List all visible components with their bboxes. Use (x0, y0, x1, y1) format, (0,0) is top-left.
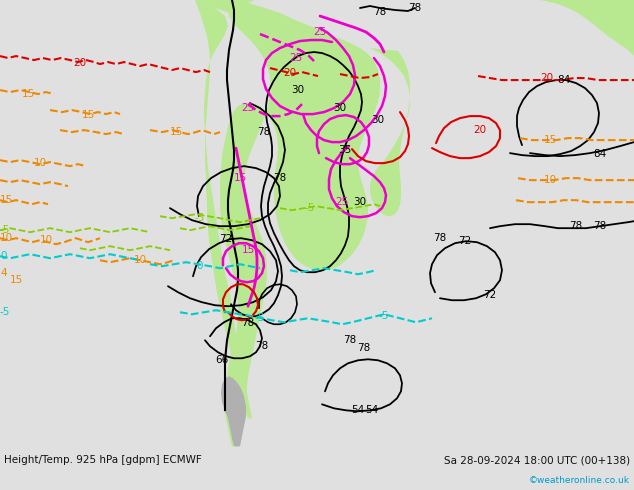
Text: 30: 30 (333, 103, 347, 113)
Text: 84: 84 (557, 75, 571, 85)
Text: Sa 28-09-2024 18:00 UTC (00+138): Sa 28-09-2024 18:00 UTC (00+138) (444, 455, 630, 465)
Text: 25: 25 (335, 197, 349, 207)
Text: 20: 20 (283, 68, 297, 78)
Text: 72: 72 (458, 236, 472, 246)
Text: 66: 66 (216, 355, 229, 365)
Text: 78: 78 (344, 335, 356, 345)
Text: 72: 72 (219, 234, 233, 244)
Text: 72: 72 (483, 290, 496, 300)
Text: 20: 20 (474, 125, 486, 135)
Text: 30: 30 (353, 197, 366, 207)
Text: 20: 20 (74, 58, 87, 68)
Text: 0: 0 (0, 251, 6, 261)
Text: 78: 78 (358, 343, 371, 353)
Polygon shape (370, 48, 410, 216)
Text: 10: 10 (133, 255, 146, 265)
Text: 10: 10 (0, 233, 13, 243)
Text: 0: 0 (197, 261, 204, 271)
Text: 15: 15 (22, 89, 35, 99)
Text: 10: 10 (543, 175, 557, 185)
Text: 25: 25 (242, 103, 255, 113)
Text: 54: 54 (365, 405, 378, 416)
Text: 15: 15 (169, 127, 183, 137)
Text: 78: 78 (256, 341, 269, 351)
Text: 78: 78 (257, 127, 271, 137)
Text: 78: 78 (593, 221, 607, 231)
Text: Height/Temp. 925 hPa [gdpm] ECMWF: Height/Temp. 925 hPa [gdpm] ECMWF (4, 455, 202, 465)
Text: 4: 4 (0, 268, 6, 278)
Text: 30: 30 (292, 85, 304, 95)
Text: -5: -5 (255, 313, 265, 323)
Text: 30: 30 (372, 115, 385, 125)
Text: 15: 15 (10, 275, 23, 285)
Text: 15: 15 (233, 173, 247, 183)
Polygon shape (580, 0, 634, 28)
Text: 78: 78 (408, 3, 422, 13)
Text: 25: 25 (313, 27, 327, 37)
Text: ©weatheronline.co.uk: ©weatheronline.co.uk (529, 476, 630, 485)
Text: 20: 20 (540, 73, 553, 83)
Text: -5: -5 (305, 203, 315, 213)
Text: -5: -5 (0, 225, 10, 235)
Text: 78: 78 (569, 221, 583, 231)
Text: 25: 25 (289, 53, 302, 63)
Polygon shape (220, 0, 380, 446)
Text: -5: -5 (195, 213, 205, 223)
Text: 78: 78 (242, 318, 255, 328)
Polygon shape (221, 376, 246, 446)
Text: 54: 54 (351, 405, 365, 416)
Text: 35: 35 (339, 145, 352, 155)
Text: 15: 15 (81, 110, 94, 120)
Text: 15: 15 (0, 195, 13, 205)
Polygon shape (195, 0, 255, 13)
Text: 15: 15 (543, 135, 557, 145)
Polygon shape (195, 0, 252, 418)
Text: 10: 10 (34, 158, 46, 168)
Text: 15: 15 (242, 245, 255, 255)
Text: 78: 78 (373, 7, 387, 17)
Text: 84: 84 (593, 149, 607, 159)
Polygon shape (540, 0, 634, 56)
Text: -5: -5 (378, 311, 389, 321)
Text: 10: 10 (39, 235, 53, 245)
Text: 78: 78 (434, 233, 446, 243)
Text: 78: 78 (273, 173, 287, 183)
Text: -5: -5 (0, 307, 10, 317)
